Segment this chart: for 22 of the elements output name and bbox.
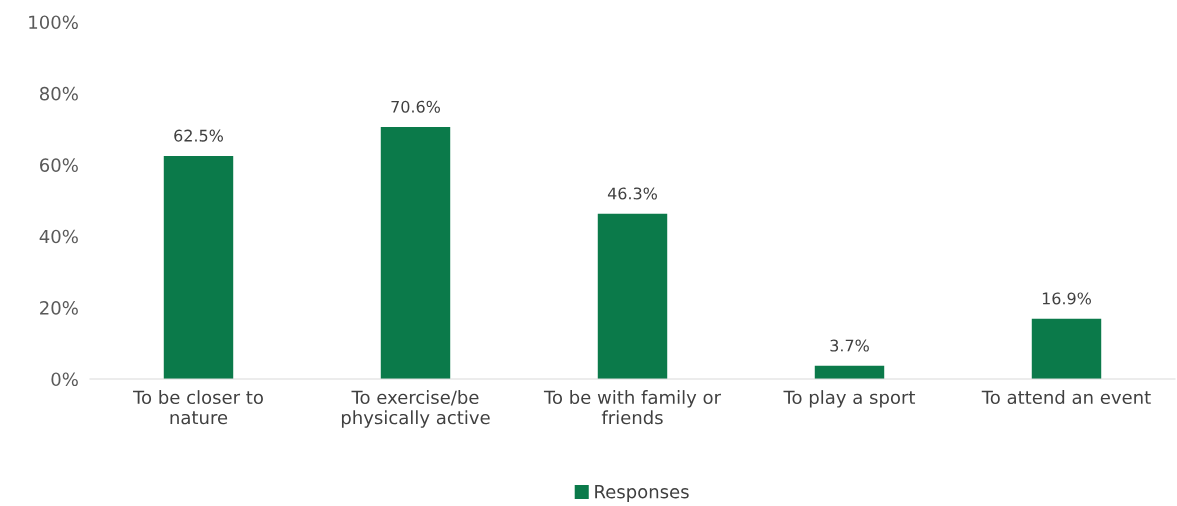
y-tick-label: 60% <box>40 158 78 172</box>
data-label: 62.5% <box>174 129 223 142</box>
x-tick-label: To exercise/be physically active <box>341 390 490 428</box>
data-label: 46.3% <box>607 187 657 200</box>
data-label: 3.7% <box>830 339 869 352</box>
data-label: 16.9% <box>1042 292 1091 305</box>
y-tick-label: 40% <box>39 229 78 244</box>
bar <box>597 213 668 379</box>
y-tick-label: 0% <box>51 372 78 387</box>
legend-label: Responses <box>595 485 689 502</box>
y-tick-label: 20% <box>40 301 78 315</box>
y-tick-label: 100% <box>29 15 78 30</box>
x-tick-label: To play a sport <box>783 390 916 408</box>
bar <box>163 155 234 379</box>
x-tick-label: To attend an event <box>981 390 1151 405</box>
bar <box>814 365 885 379</box>
data-label: 70.6% <box>391 100 440 113</box>
x-tick-label: To be with family or friends <box>543 390 722 425</box>
y-tick-label: 80% <box>39 86 78 101</box>
bar <box>1031 318 1102 379</box>
x-tick-label: To be closer to nature <box>133 390 263 425</box>
bar <box>380 126 451 379</box>
